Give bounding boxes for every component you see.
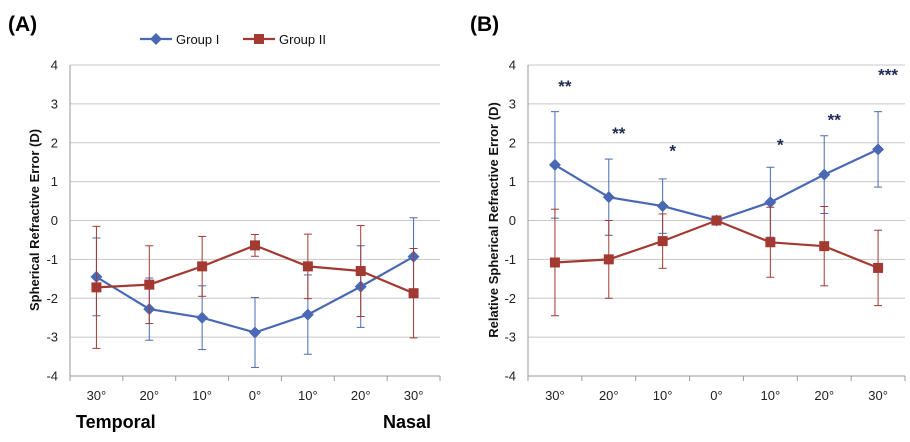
point-b-group-1-0 (548, 158, 561, 171)
y-tick-label-a-1: -3 (46, 330, 58, 345)
x-tick-label-b-6: 30° (868, 388, 888, 403)
legend-label-group-2: Group II (279, 32, 326, 47)
legend-item-group-1: Group I (140, 32, 219, 47)
point-b-group-1-2 (656, 200, 669, 213)
x-tick-label-b-1: 20° (599, 388, 619, 403)
panel-a: (A) Spherical Refractive Error (D) -4-3-… (8, 13, 441, 403)
y-tick-label-a-5: 1 (51, 174, 58, 189)
y-axis-title-a: Spherical Refractive Error (D) (27, 129, 42, 311)
x-tick-label-a-6: 30° (404, 388, 424, 403)
y-tick-label-a-0: -4 (46, 369, 58, 384)
significance-marker-b-4: ** (828, 110, 842, 129)
x-tick-label-b-0: 30° (545, 388, 565, 403)
legend-label-group-1: Group I (176, 32, 219, 47)
ticks-a: -4 -3 -2 -1 0 1 2 3 4 30° 20° 10° 0° 10° 20° 30° (46, 58, 441, 403)
point-b-group-2-2 (657, 236, 668, 247)
annotations-b: ***** ****** (558, 66, 898, 161)
point-b-group-1-6 (872, 143, 885, 156)
point-a-group-1-4 (301, 308, 314, 321)
x-tick-label-a-2: 10° (192, 388, 212, 403)
legend-item-group-2: Group II (243, 32, 326, 47)
point-b-group-1-1 (602, 191, 615, 204)
y-tick-label-a-4: 0 (51, 213, 58, 228)
x-tick-label-b-4: 10° (761, 388, 781, 403)
y-tick-label-b-0: -4 (504, 369, 516, 384)
point-b-group-2-3 (711, 215, 722, 226)
point-a-group-2-2 (197, 261, 208, 272)
legend: Group I Group II (140, 32, 326, 47)
point-a-group-2-6 (408, 288, 419, 299)
panel-b: (B) Relative Spherical Refractive Error … (470, 13, 906, 403)
point-a-group-2-1 (144, 279, 155, 290)
direction-label-nasal: Nasal (383, 412, 431, 432)
y-tick-label-b-6: 2 (509, 135, 516, 150)
x-tick-label-a-1: 20° (139, 388, 159, 403)
significance-marker-b-3: * (777, 136, 784, 155)
y-tick-label-b-7: 3 (509, 96, 516, 111)
y-tick-label-a-6: 2 (51, 135, 58, 150)
y-tick-label-a-7: 3 (51, 96, 58, 111)
point-a-group-1-3 (249, 326, 261, 339)
grid-b (528, 64, 905, 338)
x-tick-label-a-0: 30° (87, 388, 107, 403)
legend-diamond-icon (150, 33, 162, 45)
point-a-group-2-4 (302, 261, 313, 272)
x-tick-label-a-5: 20° (351, 388, 371, 403)
y-tick-label-b-3: -1 (504, 252, 516, 267)
panel-label-b: (B) (470, 13, 499, 36)
x-tick-label-a-3: 0° (249, 388, 261, 403)
panel-label-a: (A) (8, 13, 37, 36)
point-b-group-2-4 (765, 237, 776, 248)
direction-label-temporal: Temporal (76, 412, 156, 432)
x-tick-label-b-5: 20° (814, 388, 834, 403)
y-tick-label-b-4: 0 (509, 213, 516, 228)
point-b-group-2-1 (603, 254, 614, 265)
y-tick-label-b-2: -2 (504, 291, 516, 306)
point-b-group-1-4 (764, 196, 777, 209)
y-tick-label-a-2: -2 (46, 291, 58, 306)
series-a (90, 217, 420, 368)
x-tick-label-a-4: 10° (298, 388, 318, 403)
point-a-group-1-2 (196, 311, 209, 324)
y-axis-title-b: Relative Spherical Refractive Error (D) (486, 102, 501, 338)
point-a-group-2-3 (250, 240, 260, 251)
y-tick-label-b-1: -3 (504, 330, 516, 345)
y-tick-label-b-5: 1 (509, 174, 516, 189)
point-b-group-2-0 (549, 257, 560, 268)
y-tick-label-a-3: -1 (46, 252, 58, 267)
significance-marker-b-0: ** (558, 77, 572, 96)
point-b-group-2-6 (873, 262, 884, 273)
grid-a (70, 64, 440, 338)
series-line-b-group-2 (554, 219, 879, 269)
point-b-group-1-5 (818, 168, 831, 181)
x-tick-label-b-2: 10° (653, 388, 673, 403)
point-a-group-2-5 (355, 266, 366, 277)
significance-marker-b-1: ** (612, 124, 626, 143)
significance-marker-b-5: *** (878, 66, 898, 85)
ticks-b: -4 -3 -2 -1 0 1 2 3 4 30° 20° 10° 0° 10° 20° 30° (504, 58, 906, 403)
legend-square-icon (254, 34, 264, 44)
x-tick-label-b-3: 0° (710, 388, 722, 403)
significance-marker-b-2: * (669, 141, 676, 160)
y-tick-label-a-8: 4 (51, 58, 58, 73)
point-b-group-2-5 (819, 241, 830, 252)
point-a-group-2-0 (91, 282, 102, 293)
y-tick-label-b-8: 4 (509, 58, 516, 73)
series-b (548, 111, 885, 317)
series-line-b-group-1 (554, 148, 879, 222)
